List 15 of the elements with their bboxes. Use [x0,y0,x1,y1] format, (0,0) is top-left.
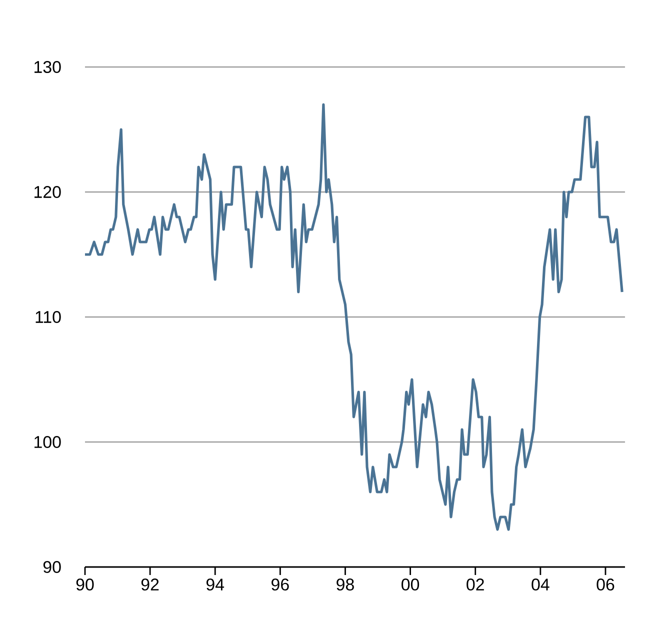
x-tick-label: 92 [141,578,159,591]
y-tick-label: 130 [34,60,61,73]
y-tick-label: 100 [34,436,61,448]
line-series [85,103,624,531]
x-tick-label: 00 [402,578,420,591]
y-tick-label: 90 [43,561,61,573]
y-tick-label: 110 [36,311,61,323]
x-tick-label: 04 [532,578,550,591]
x-tick-label: 02 [466,578,484,591]
x-tick-label: 94 [206,578,224,591]
x-tick-label: 90 [76,578,94,591]
x-tick-label: 98 [336,578,354,591]
y-tick-label: 120 [34,186,61,198]
x-tick-label: 06 [596,578,614,591]
x-tick-label: 96 [272,578,289,591]
